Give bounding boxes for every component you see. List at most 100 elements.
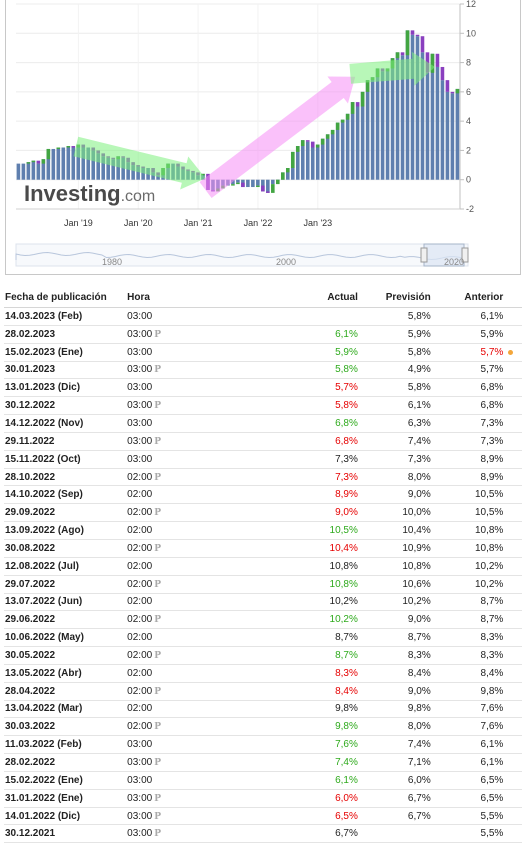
preliminary-badge[interactable]: P — [154, 758, 161, 769]
navigator-label-2: 2020 — [444, 257, 464, 267]
release-date-value: 13.09.2022 (Ago) — [5, 525, 84, 537]
release-date: 14.10.2022 (Sep) — [4, 485, 127, 505]
release-date-value: 31.01.2022 (Ene) — [5, 792, 83, 804]
previous-value-value: 6,5% — [480, 774, 504, 786]
navigator-handle-left[interactable] — [420, 247, 428, 263]
preliminary-badge[interactable]: P — [154, 686, 161, 697]
revision-marker — [504, 682, 522, 701]
navigator-label-1: 2000 — [276, 257, 296, 267]
release-date-value: 29.11.2022 — [5, 435, 55, 447]
forecast-value: 6,7% — [358, 807, 432, 826]
header-actual[interactable]: Actual — [221, 287, 359, 308]
chart-navigator[interactable]: 1980 2000 2020 — [6, 240, 522, 272]
revision-marker — [504, 593, 522, 612]
revision-marker — [504, 468, 522, 487]
release-date: 13.05.2022 (Abr) — [4, 664, 127, 683]
table-row: 30.03.2022 02:00 P 9,8% 8,0% 7,6% — [4, 717, 522, 737]
forecast-value: 5,8% — [358, 307, 432, 326]
release-time: 02:00 P — [126, 503, 222, 523]
release-date: 30.03.2022 — [4, 717, 127, 737]
forecast-value: 6,3% — [358, 414, 432, 433]
bar-67 — [350, 102, 355, 180]
actual-value-value: 5,7% — [335, 382, 358, 394]
preliminary-badge[interactable]: P — [154, 436, 161, 447]
header-previous[interactable]: Anterior — [431, 287, 505, 308]
header-time[interactable]: Hora — [126, 287, 222, 308]
previous-value: 6,8% — [431, 378, 505, 398]
previous-value-value: 6,5% — [480, 792, 504, 804]
forecast-value: 8,7% — [358, 628, 432, 648]
forecast-value-value: 8,4% — [407, 667, 431, 679]
previous-value: 6,8% — [431, 396, 505, 416]
preliminary-badge[interactable]: P — [154, 472, 161, 483]
previous-value-value: 7,3% — [480, 435, 504, 447]
forecast-value: 7,4% — [358, 432, 432, 451]
bar-80 — [415, 36, 420, 180]
previous-value: 10,5% — [431, 503, 505, 523]
header-forecast[interactable]: Previsión — [358, 287, 432, 308]
bar-44 — [236, 179, 240, 183]
revision-marker — [504, 361, 522, 380]
revision-marker — [504, 503, 522, 523]
forecast-value-value: 10,8% — [402, 560, 431, 572]
release-time-value: 02:00 — [127, 632, 153, 644]
table-row: 30.12.2021 03:00 P 6,7% 5,5% — [4, 824, 522, 843]
previous-value: 8,4% — [431, 664, 505, 683]
forecast-value: 8,0% — [358, 468, 432, 487]
table-row: 28.10.2022 02:00 P 7,3% 8,0% 8,9% — [4, 468, 522, 487]
bar-46 — [246, 179, 250, 188]
navigator-handle-right[interactable] — [461, 247, 469, 263]
trend-arrow-down-2 — [349, 51, 436, 86]
preliminary-badge[interactable]: P — [154, 401, 161, 412]
release-time-value: 03:00 — [127, 810, 153, 822]
preliminary-badge[interactable]: P — [154, 615, 161, 626]
release-date: 30.08.2022 — [4, 539, 127, 558]
previous-value-value: 7,3% — [480, 417, 504, 429]
bar-change-83 — [430, 53, 435, 73]
preliminary-badge[interactable]: P — [154, 811, 161, 822]
preliminary-badge[interactable]: P — [154, 543, 161, 554]
revision-marker — [504, 771, 522, 790]
actual-value: 9,0% — [221, 503, 359, 523]
release-time-value: 03:00 — [127, 828, 153, 840]
release-date: 28.02.2023 — [4, 325, 127, 344]
release-date-value: 28.04.2022 — [5, 685, 56, 697]
release-date-value: 28.02.2023 — [5, 328, 56, 340]
bar-28 — [156, 175, 160, 180]
release-date-value: 29.06.2022 — [5, 614, 56, 626]
preliminary-badge[interactable]: P — [154, 650, 161, 661]
x-tick-label-3: Jan '22 — [244, 218, 273, 228]
preliminary-badge[interactable]: P — [154, 579, 161, 590]
bar-59 — [310, 147, 315, 180]
actual-value-value: 8,7% — [335, 632, 358, 644]
table-row: 15.02.2022 (Ene) 03:00 6,1% 6,0% 6,5% — [4, 771, 522, 790]
preliminary-badge[interactable]: P — [154, 722, 161, 733]
previous-value: 5,7% — [431, 343, 505, 362]
table-row: 14.10.2022 (Sep) 02:00 8,9% 9,0% 10,5% — [4, 485, 522, 505]
preliminary-badge[interactable]: P — [154, 329, 161, 340]
actual-value: 8,9% — [221, 485, 359, 505]
previous-value: 8,7% — [431, 610, 505, 630]
actual-value-value: 8,9% — [335, 489, 358, 501]
release-date-value: 11.03.2022 (Feb) — [5, 739, 82, 751]
preliminary-badge[interactable]: P — [154, 829, 161, 840]
bar-change-79 — [410, 30, 415, 35]
bar-change-49 — [261, 185, 265, 192]
preliminary-badge[interactable]: P — [154, 793, 161, 804]
release-date-value: 13.01.2023 (Dic) — [5, 382, 81, 394]
previous-value: 8,3% — [431, 646, 505, 665]
forecast-value: 7,1% — [358, 753, 432, 772]
revision-marker — [504, 807, 522, 826]
header-date[interactable]: Fecha de publicación — [4, 287, 127, 308]
preliminary-badge[interactable]: P — [154, 365, 161, 376]
preliminary-badge[interactable]: P — [154, 508, 161, 519]
forecast-value-value: 9,0% — [407, 685, 431, 697]
release-time: 02:00 P — [126, 468, 222, 487]
bar-19 — [111, 159, 115, 180]
release-time: 02:00 — [126, 485, 222, 505]
actual-value-value: 10,2% — [329, 614, 358, 626]
bar-change-44 — [236, 182, 240, 185]
revised-dot-icon[interactable] — [508, 349, 514, 355]
forecast-value-value: 10,4% — [402, 525, 431, 537]
actual-value: 10,2% — [221, 610, 359, 630]
